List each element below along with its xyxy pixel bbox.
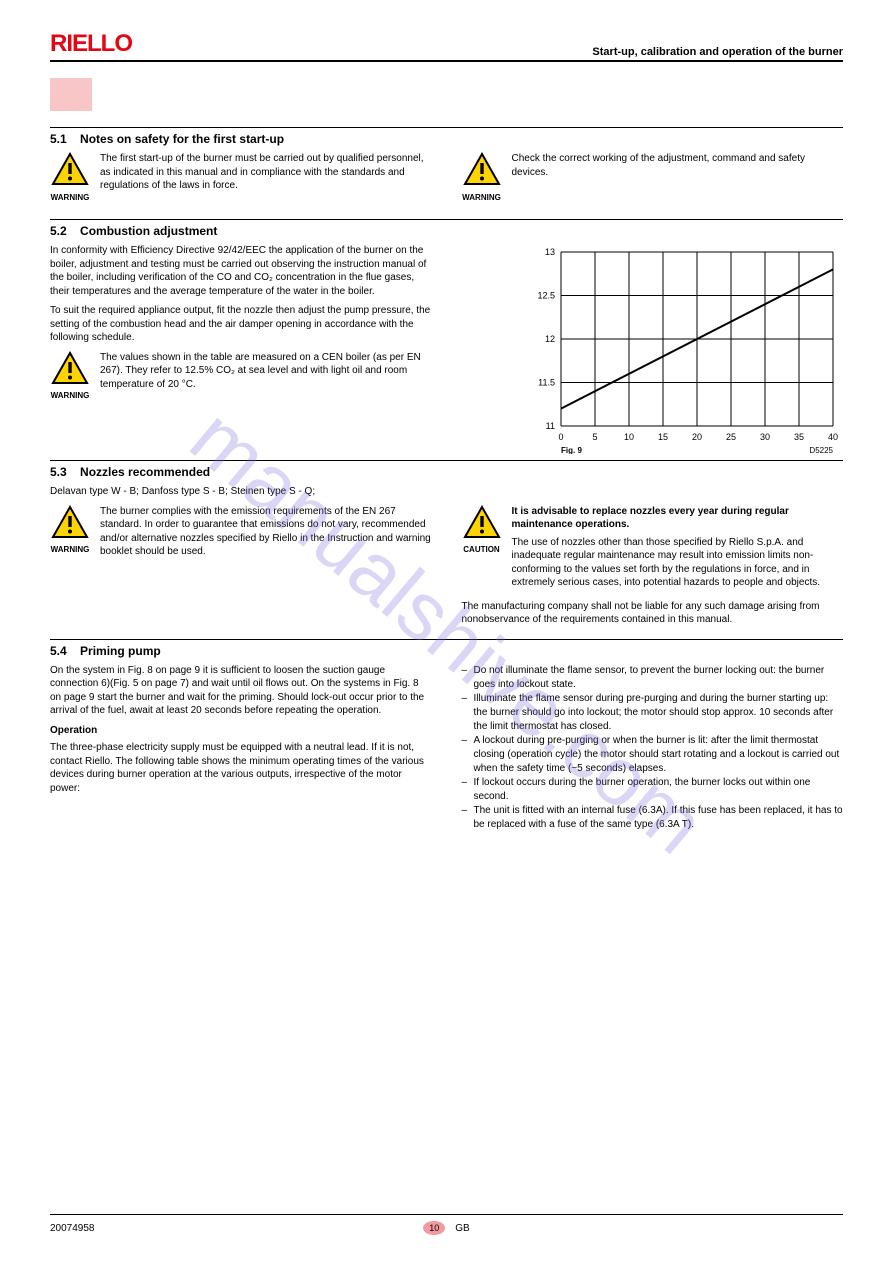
sub-heading: Operation [50, 724, 432, 738]
section-title: Combustion adjustment [80, 224, 217, 238]
paragraph: In conformity with Efficiency Directive … [50, 244, 432, 298]
svg-text:40: 40 [828, 432, 838, 442]
list-item: Do not illuminate the flame sensor, to p… [462, 664, 844, 692]
section-title: Notes on safety for the first start-up [80, 132, 284, 146]
warning-icon [463, 152, 501, 186]
paragraph: To suit the required appliance output, f… [50, 304, 432, 345]
list-item: A lockout during pre-purging or when the… [462, 734, 844, 776]
warning-bold: It is advisable to replace nozzles every… [512, 505, 844, 532]
section-title: Nozzles recommended [80, 465, 210, 479]
warning-text: The values shown in the table are measur… [100, 351, 432, 392]
warning-icon [51, 505, 89, 539]
svg-text:12.5: 12.5 [537, 291, 555, 301]
svg-text:11: 11 [546, 421, 555, 431]
page-footer: 20074958 10 GB [50, 1214, 843, 1235]
svg-text:20: 20 [692, 432, 702, 442]
list-item: The unit is fitted with an internal fuse… [462, 804, 844, 832]
svg-text:25: 25 [726, 432, 736, 442]
svg-text:12: 12 [545, 334, 555, 344]
chapter-badge: 5 [50, 78, 92, 111]
header-section-label: Start-up, calibration and operation of t… [592, 46, 843, 58]
paragraph: The three-phase electricity supply must … [50, 741, 432, 795]
svg-text:13: 13 [545, 247, 555, 257]
svg-text:11.5: 11.5 [538, 378, 555, 388]
brand-logo: RIELLO [50, 30, 132, 58]
footer-page-number: 10 [423, 1221, 445, 1235]
section-heading: 5.4 Priming pump [50, 644, 843, 658]
section-number: 5.1 [50, 132, 67, 146]
section-number: 5.3 [50, 465, 67, 479]
svg-text:Fig. 9: Fig. 9 [561, 446, 582, 454]
footer-lang: GB [455, 1223, 469, 1234]
co2-chart: 0 5 10 15 20 25 30 35 40 11 11.5 12 12.5 13 Fig. 9 D522… [523, 244, 843, 454]
list-item: Illuminate the flame sensor during pre-p… [462, 692, 844, 734]
svg-text:15: 15 [658, 432, 668, 442]
warning-icon [51, 152, 89, 186]
list-item: If lockout occurs during the burner oper… [462, 776, 844, 804]
svg-text:0: 0 [558, 432, 563, 442]
warning-text: The burner complies with the emission re… [100, 505, 432, 559]
warning-text: Check the correct working of the adjustm… [512, 152, 844, 179]
section-number: 5.2 [50, 224, 67, 238]
svg-text:5: 5 [592, 432, 597, 442]
section-heading: 5.3 Nozzles recommended [50, 465, 843, 479]
warning-icon [463, 505, 501, 539]
warning-text: The first start-up of the burner must be… [100, 152, 432, 193]
operation-list: Do not illuminate the flame sensor, to p… [462, 664, 844, 832]
svg-text:30: 30 [760, 432, 770, 442]
warning-label: WARNING [50, 391, 90, 402]
caution-label: CAUTION [462, 545, 502, 556]
section-number: 5.4 [50, 644, 67, 658]
svg-text:10: 10 [624, 432, 634, 442]
warning-text: The use of nozzles other than those spec… [512, 536, 844, 590]
nozzle-list: Delavan type W - B; Danfoss type S - B; … [50, 485, 843, 499]
warning-label: WARNING [50, 545, 90, 556]
footer-code: 20074958 [50, 1223, 95, 1234]
paragraph: On the system in Fig. 8 on page 9 it is … [50, 664, 432, 718]
section-heading: 5.2 Combustion adjustment [50, 224, 843, 238]
warning-icon [51, 351, 89, 385]
section-heading: 5.1 Notes on safety for the first start-… [50, 132, 843, 146]
section-title: Priming pump [80, 644, 161, 658]
svg-text:35: 35 [794, 432, 804, 442]
disclaimer: The manufacturing company shall not be l… [462, 600, 844, 627]
warning-label: WARNING [462, 193, 502, 204]
warning-label: WARNING [50, 193, 90, 204]
svg-text:D5225: D5225 [809, 446, 833, 454]
